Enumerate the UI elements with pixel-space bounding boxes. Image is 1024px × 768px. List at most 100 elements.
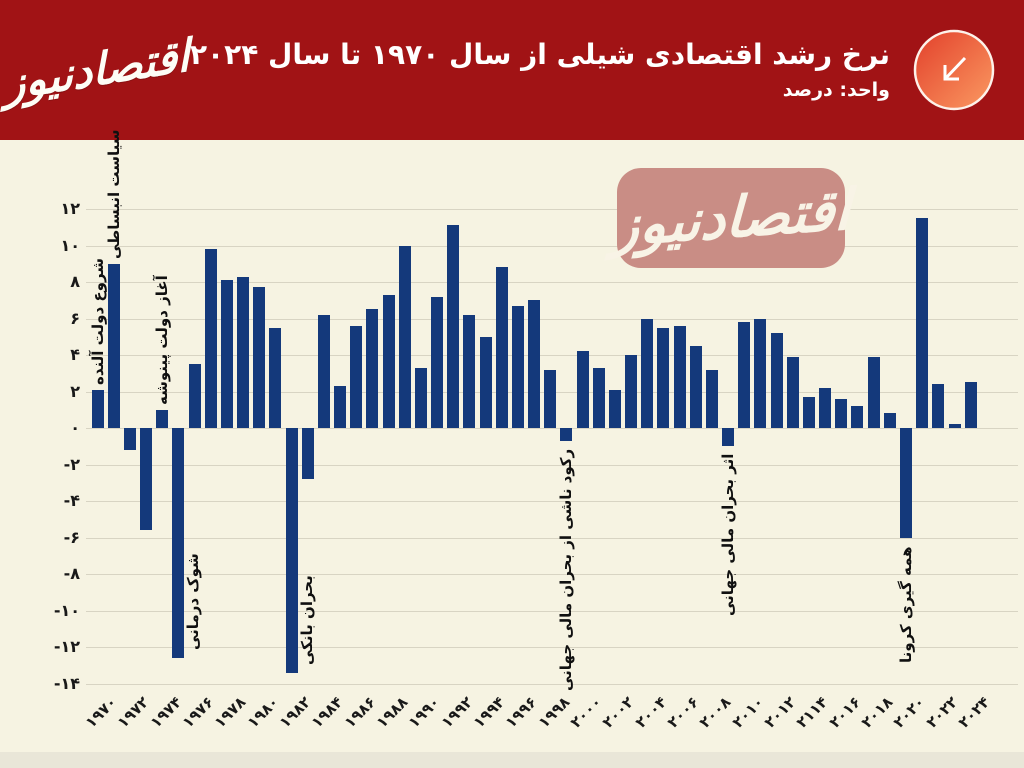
gridline [86,464,1018,466]
bar [107,263,120,428]
bar-annotation: اثر بحران مالی جهانی [719,453,738,617]
bar [770,333,783,428]
bar [91,389,104,428]
bar [511,305,524,428]
x-axis-tick-label: ۲۰۰۸ [696,693,735,732]
bar-annotation: شوک درمانی [184,553,203,650]
bar [835,398,848,428]
x-axis-tick-label: ۲۰۱۸ [857,693,897,732]
bar [657,327,670,428]
bar-annotation: آغاز دولت پینوشه [153,274,172,405]
x-axis-tick-label: ۲۰۰۲ [599,693,638,732]
bar [220,280,233,428]
y-axis-tick-label: ۸ [70,272,80,291]
bar [172,428,185,658]
bar [964,382,977,428]
y-axis-tick-label: ۶ [70,308,80,328]
bar [463,314,476,428]
y-axis-tick-label: -۱۴ [53,673,80,693]
bar [786,356,799,428]
bar [608,389,621,428]
x-axis-tick-label: ۲۰۱۶ [825,693,865,732]
bar [916,218,929,428]
bar [738,322,751,428]
unit-label: واحد: درصد [782,79,890,102]
bar [382,294,395,428]
bar [867,356,880,428]
x-axis-tick-label: ۲۰۱۰ [728,693,768,732]
x-axis-tick-label: ۲۰۰۶ [663,693,703,732]
header-titles: نرخ رشد اقتصادی شیلی از سال ۱۹۷۰ تا سال … [189,37,890,102]
gridline [86,245,1018,247]
x-axis-tick-label: ۱۹۹۸ [534,693,573,732]
gridline [86,428,1018,429]
bar [253,287,266,428]
x-axis-tick-label: ۱۹۷۸ [210,693,250,732]
bar [641,318,654,428]
bar [722,428,735,447]
x-axis-tick-label: ۱۹۸۶ [340,693,379,732]
x-axis-tick-label: ۲۰۲۰ [890,693,929,732]
bar [544,369,557,428]
y-axis-tick-label: -۱۲ [53,637,80,656]
x-axis-tick-label: ۱۹۸۲ [275,693,315,732]
bar [592,367,605,428]
bar [269,327,282,428]
bar-annotation: شروع دولت آلنده [88,257,107,385]
bar [479,336,492,428]
bar [802,396,815,428]
gridline [86,501,1018,502]
x-axis-tick-label: ۱۹۸۰ [243,693,282,732]
x-axis-tick-label: ۱۹۸۸ [372,693,412,732]
gridline [86,610,1018,612]
x-axis-tick-label: ۱۹۸۴ [307,693,347,732]
bar [528,300,541,428]
x-axis-tick-label: ۲۰۰۰ [566,693,606,732]
brand-logo: اقتصادنیوز [2,29,191,111]
bar [948,424,961,428]
gridline [86,574,1018,575]
page-title: نرخ رشد اقتصادی شیلی از سال ۱۹۷۰ تا سال … [189,37,890,71]
gridline [86,683,1018,685]
x-axis-tick-label: ۱۹۷۰ [81,693,121,732]
bar [851,406,864,428]
bar [285,428,298,673]
x-axis-tick-label: ۱۹۹۴ [469,693,509,732]
bar [819,387,832,428]
bar [689,345,702,428]
bar [754,318,767,428]
footer-strip [0,752,1024,768]
gridline [86,318,1018,320]
x-axis-tick-label: ۲۰۱۲ [760,693,800,732]
bar [495,267,508,428]
bar [156,409,169,428]
y-axis-tick-label: -۱۰ [53,600,80,620]
x-axis-tick-label: ۲۰۰۴ [631,693,671,732]
bar-annotation: رکود ناشی از بحران مالی جهانی [557,448,576,691]
gridline [86,282,1018,283]
bar-annotation: بحران بانکی [297,574,316,665]
bar [237,276,250,428]
bar [398,245,411,428]
y-axis-tick-label: ۱۲ [60,199,80,218]
y-axis-tick-label: -۶ [63,527,80,547]
y-axis-tick-label: -۴ [63,491,80,510]
bar-annotation: همه گیری کرونا [897,545,915,663]
header: نرخ رشد اقتصادی شیلی از سال ۱۹۷۰ تا سال … [0,0,1024,140]
bar [625,355,638,428]
y-axis-tick-label: ۱۰ [60,235,80,255]
bar [188,364,201,428]
x-axis-tick-label: ۱۹۹۶ [502,693,541,732]
watermark-badge: اقتصادنیوز [611,168,851,268]
bar [366,309,379,428]
bar [317,314,330,428]
x-axis-tick-label: ۱۹۹۲ [437,693,476,732]
bar-annotation: سیاست انبساطی [104,129,123,259]
y-axis-tick-label: ۲ [70,381,80,401]
y-axis-tick-label: -۸ [63,564,80,583]
bar [576,351,589,428]
bar [560,428,573,441]
bar [705,369,718,428]
bar [673,325,686,428]
